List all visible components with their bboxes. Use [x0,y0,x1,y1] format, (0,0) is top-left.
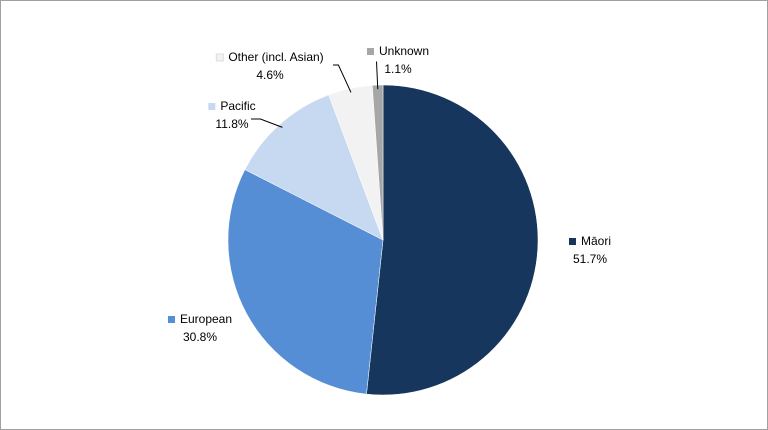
legend-marker [568,238,576,245]
legend-marker [167,316,175,323]
legend-marker [208,103,216,110]
legend-label: Other (incl. Asian) [228,50,323,64]
pie-slice [244,94,384,241]
pie-slice [227,169,384,395]
leader-line [376,61,379,90]
data-label: 11.8% [215,117,248,131]
pie-slice [366,84,539,396]
legend-marker [215,53,224,62]
data-label: 4.6% [256,68,284,82]
data-label: 51.7% [573,252,607,266]
legend-label: European [180,312,232,326]
legend-label: Māori [581,234,611,248]
data-label: 1.1% [384,62,412,76]
leader-line [251,118,283,128]
legend-label: Pacific [220,99,255,113]
legend-marker [366,48,374,55]
leader-line [333,64,352,93]
legend-label: Unknown [379,44,429,58]
data-label: 30.8% [183,330,217,344]
